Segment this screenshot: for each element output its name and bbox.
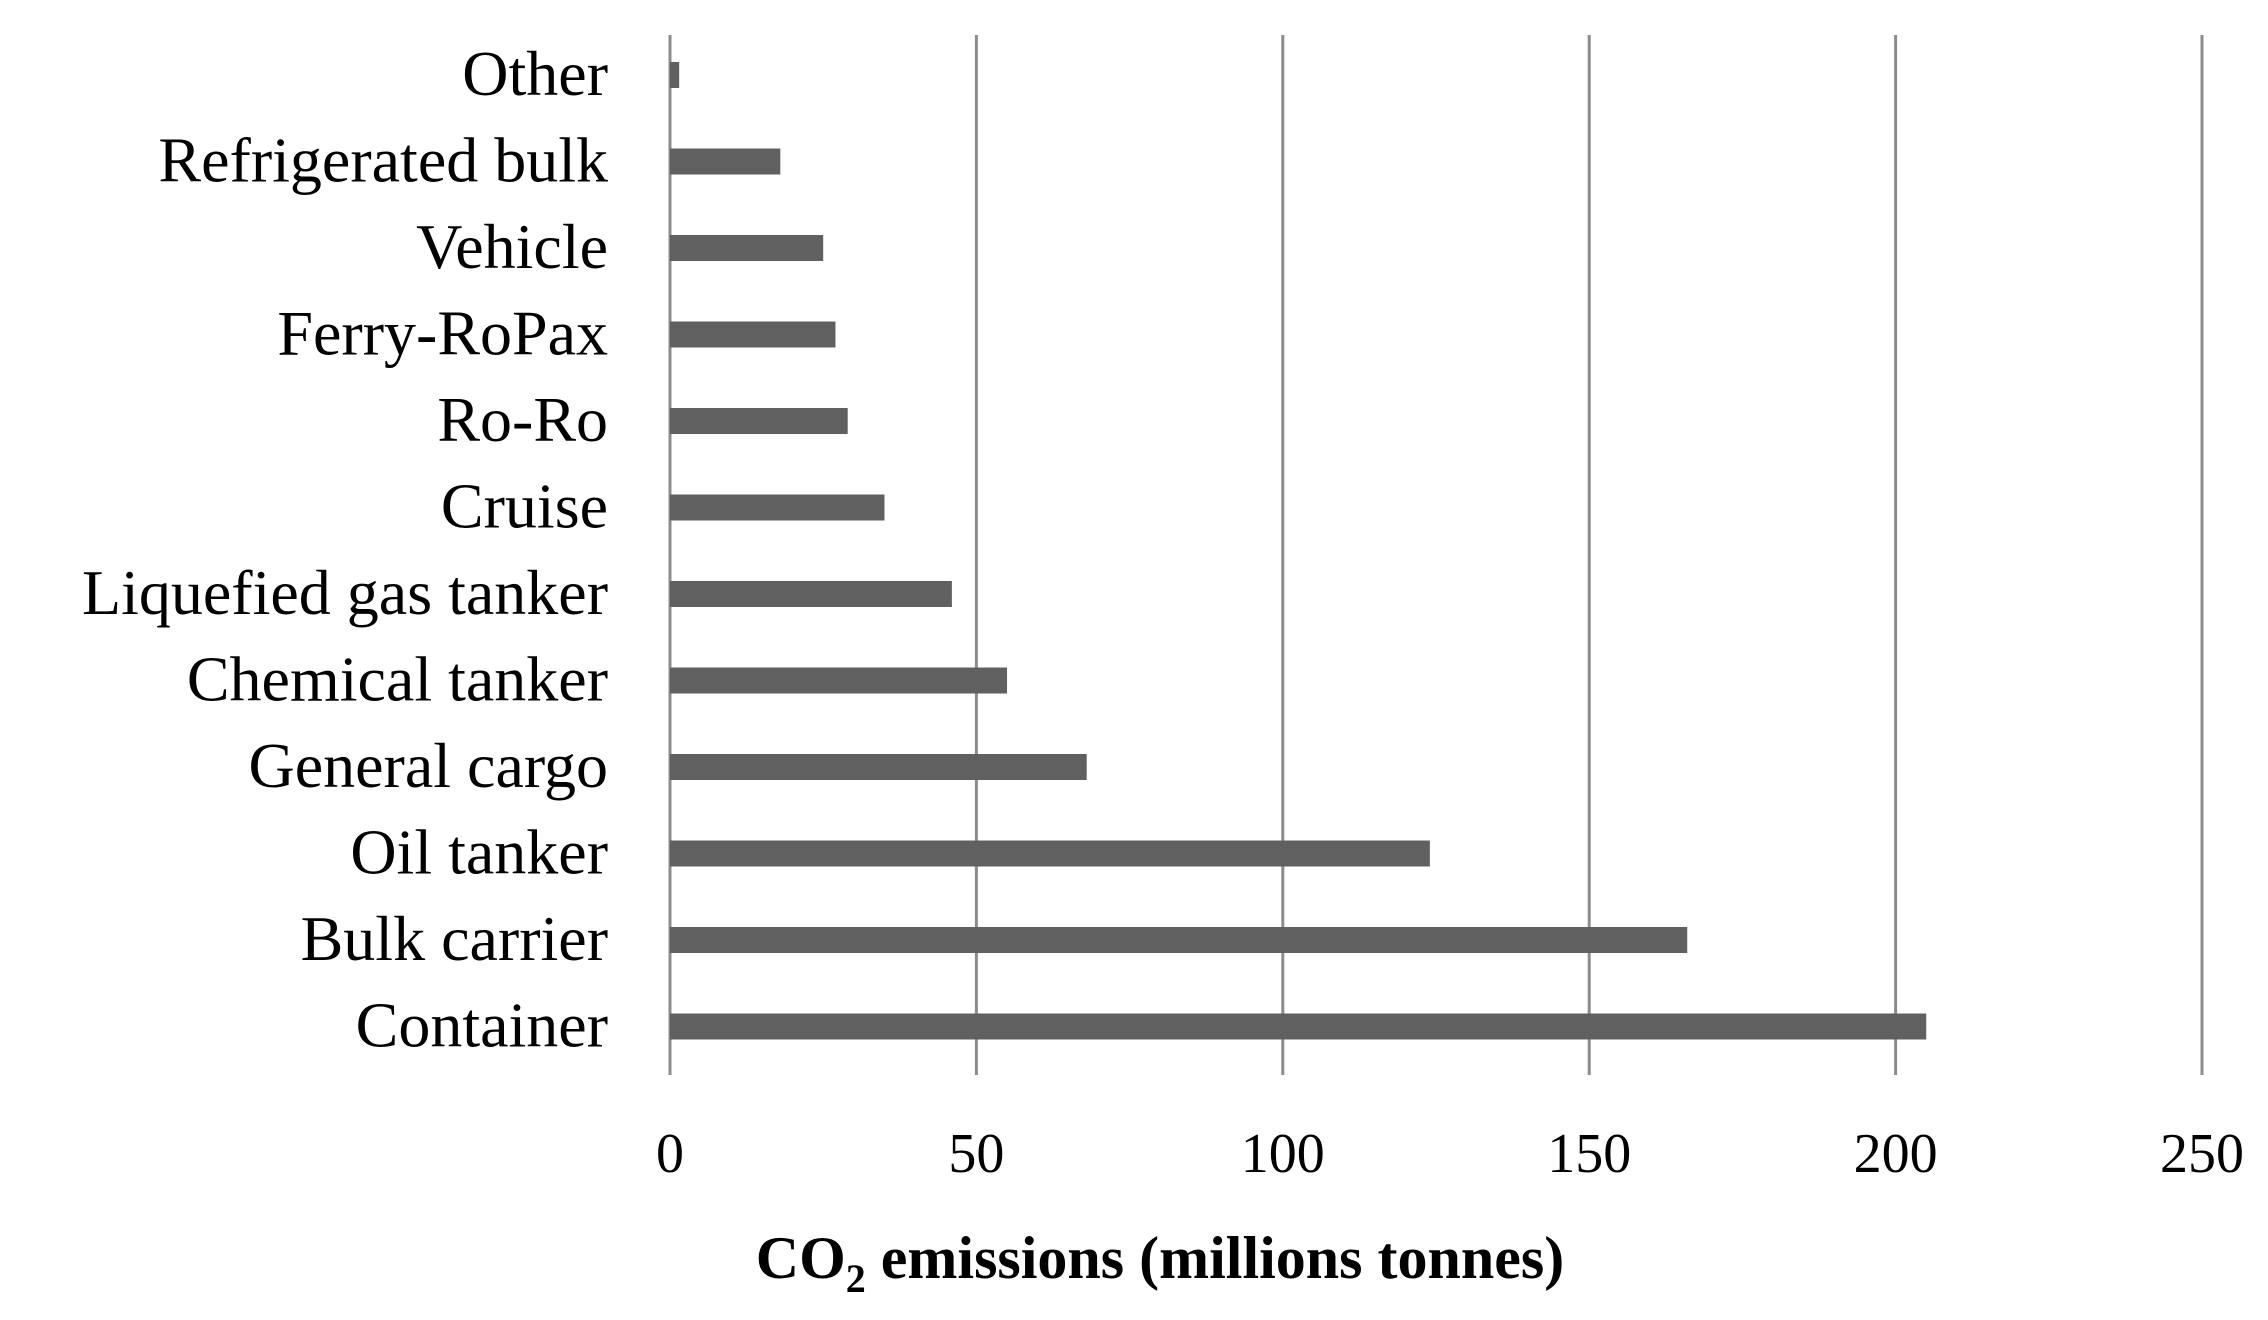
bar-liquefied-gas-tanker — [670, 581, 952, 607]
bar-ferry-ropax — [670, 321, 836, 348]
bar-bulk-carrier — [670, 927, 1688, 953]
gridlines — [668, 35, 2204, 1075]
category-label-ro-ro: Ro-Ro — [437, 384, 608, 455]
bar-general-cargo — [670, 754, 1087, 780]
bar-oil-tanker — [670, 840, 1430, 867]
x-axis-title: CO2 emissions (millions tonnes) — [756, 1225, 1564, 1301]
x-tick-label-200: 200 — [1854, 1123, 1938, 1185]
category-label-chemical-tanker: Chemical tanker — [187, 644, 608, 715]
category-label-bulk-carrier: Bulk carrier — [301, 903, 608, 974]
category-label-vehicle: Vehicle — [416, 211, 608, 282]
bar-ro-ro — [670, 408, 848, 434]
category-label-ferry-ropax: Ferry-RoPax — [277, 298, 608, 369]
category-label-oil-tanker: Oil tanker — [350, 817, 608, 888]
bar-container — [670, 1013, 1927, 1040]
x-tick-label-100: 100 — [1241, 1123, 1325, 1185]
x-axis-title-co: CO — [756, 1225, 846, 1291]
x-tick-label-150: 150 — [1547, 1123, 1631, 1185]
category-label-refrigerated-bulk: Refrigerated bulk — [158, 125, 608, 196]
category-label-other: Other — [462, 38, 608, 109]
x-tick-label-250: 250 — [2160, 1123, 2244, 1185]
x-axis-title-rest: emissions (millions tonnes) — [866, 1225, 1564, 1291]
x-tick-label-50: 50 — [948, 1123, 1004, 1185]
category-labels: Other Refrigerated bulk Vehicle Ferry-RoPax… — [82, 38, 608, 1061]
category-label-container: Container — [356, 990, 608, 1061]
x-axis-title-subscript: 2 — [846, 1256, 866, 1301]
category-label-general-cargo: General cargo — [249, 730, 609, 801]
bar-cruise — [670, 494, 885, 521]
x-tick-label-0: 0 — [656, 1123, 684, 1185]
category-label-cruise: Cruise — [441, 471, 608, 542]
bars — [670, 62, 1927, 1040]
bar-chemical-tanker — [670, 667, 1008, 694]
bar-vehicle — [670, 235, 824, 261]
x-tick-labels: 0 50 100 150 200 250 — [656, 1123, 2244, 1185]
bar-other — [670, 62, 680, 88]
bar-refrigerated-bulk — [670, 148, 781, 175]
category-label-liquefied-gas-tanker: Liquefied gas tanker — [82, 557, 608, 628]
